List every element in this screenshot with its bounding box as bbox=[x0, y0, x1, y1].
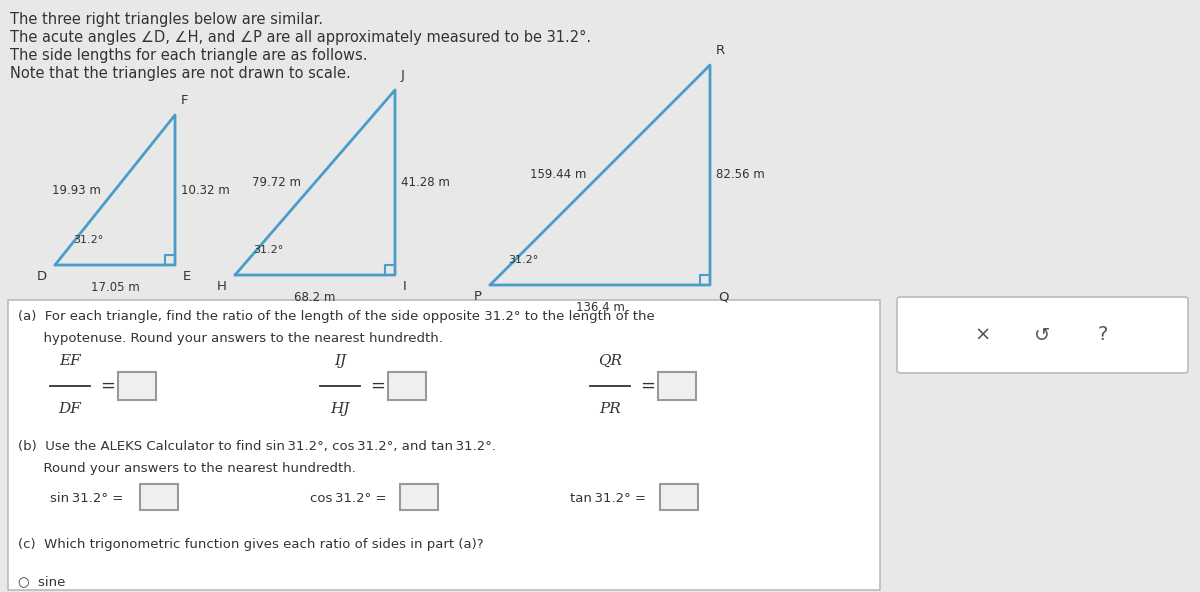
Text: IJ: IJ bbox=[334, 354, 346, 368]
Text: 41.28 m: 41.28 m bbox=[401, 176, 450, 189]
Text: H: H bbox=[217, 280, 227, 293]
Text: The side lengths for each triangle are as follows.: The side lengths for each triangle are a… bbox=[10, 48, 367, 63]
Text: J: J bbox=[401, 69, 404, 82]
Text: ?: ? bbox=[1097, 326, 1108, 345]
Text: DF: DF bbox=[59, 402, 82, 416]
Text: 17.05 m: 17.05 m bbox=[91, 281, 139, 294]
Text: 31.2°: 31.2° bbox=[253, 245, 283, 255]
Text: Q: Q bbox=[718, 290, 728, 303]
FancyBboxPatch shape bbox=[118, 372, 156, 400]
Text: ↺: ↺ bbox=[1034, 326, 1051, 345]
Text: 159.44 m: 159.44 m bbox=[529, 169, 586, 182]
Text: (c)  Which trigonometric function gives each ratio of sides in part (a)?: (c) Which trigonometric function gives e… bbox=[18, 538, 484, 551]
FancyBboxPatch shape bbox=[8, 300, 880, 590]
FancyBboxPatch shape bbox=[658, 372, 696, 400]
Text: 136.4 m: 136.4 m bbox=[576, 301, 624, 314]
Text: 79.72 m: 79.72 m bbox=[252, 176, 301, 189]
Text: 19.93 m: 19.93 m bbox=[52, 184, 101, 197]
Text: hypotenuse. Round your answers to the nearest hundredth.: hypotenuse. Round your answers to the ne… bbox=[18, 332, 443, 345]
Text: 68.2 m: 68.2 m bbox=[294, 291, 336, 304]
Text: Note that the triangles are not drawn to scale.: Note that the triangles are not drawn to… bbox=[10, 66, 350, 81]
Text: Round your answers to the nearest hundredth.: Round your answers to the nearest hundre… bbox=[18, 462, 356, 475]
Text: E: E bbox=[182, 270, 191, 283]
Text: 31.2°: 31.2° bbox=[73, 235, 103, 245]
Text: tan 31.2° =: tan 31.2° = bbox=[570, 491, 646, 504]
Text: PR: PR bbox=[599, 402, 620, 416]
FancyBboxPatch shape bbox=[898, 297, 1188, 373]
Text: 82.56 m: 82.56 m bbox=[716, 169, 764, 182]
FancyBboxPatch shape bbox=[388, 372, 426, 400]
Text: (b)  Use the ALEKS Calculator to find sin 31.2°, cos 31.2°, and tan 31.2°.: (b) Use the ALEKS Calculator to find sin… bbox=[18, 440, 496, 453]
Text: sin 31.2° =: sin 31.2° = bbox=[50, 491, 124, 504]
Text: 10.32 m: 10.32 m bbox=[181, 184, 229, 197]
FancyBboxPatch shape bbox=[660, 484, 698, 510]
Text: P: P bbox=[474, 290, 482, 303]
Text: EF: EF bbox=[59, 354, 80, 368]
Text: HJ: HJ bbox=[330, 402, 349, 416]
Text: cos 31.2° =: cos 31.2° = bbox=[310, 491, 386, 504]
Text: =: = bbox=[370, 377, 385, 395]
FancyBboxPatch shape bbox=[400, 484, 438, 510]
Text: D: D bbox=[37, 270, 47, 283]
Text: (a)  For each triangle, find the ratio of the length of the side opposite 31.2° : (a) For each triangle, find the ratio of… bbox=[18, 310, 655, 323]
Text: The three right triangles below are similar.: The three right triangles below are simi… bbox=[10, 12, 323, 27]
Text: 31.2°: 31.2° bbox=[508, 255, 539, 265]
Text: QR: QR bbox=[598, 354, 622, 368]
Text: =: = bbox=[100, 377, 115, 395]
Text: I: I bbox=[403, 280, 407, 293]
Text: F: F bbox=[181, 94, 188, 107]
Text: ○  sine: ○ sine bbox=[18, 575, 65, 588]
Text: =: = bbox=[640, 377, 655, 395]
FancyBboxPatch shape bbox=[140, 484, 178, 510]
Text: ×: × bbox=[974, 326, 991, 345]
Text: The acute angles ∠D, ∠H, and ∠P are all approximately measured to be 31.2°.: The acute angles ∠D, ∠H, and ∠P are all … bbox=[10, 30, 592, 45]
Text: R: R bbox=[716, 44, 725, 57]
